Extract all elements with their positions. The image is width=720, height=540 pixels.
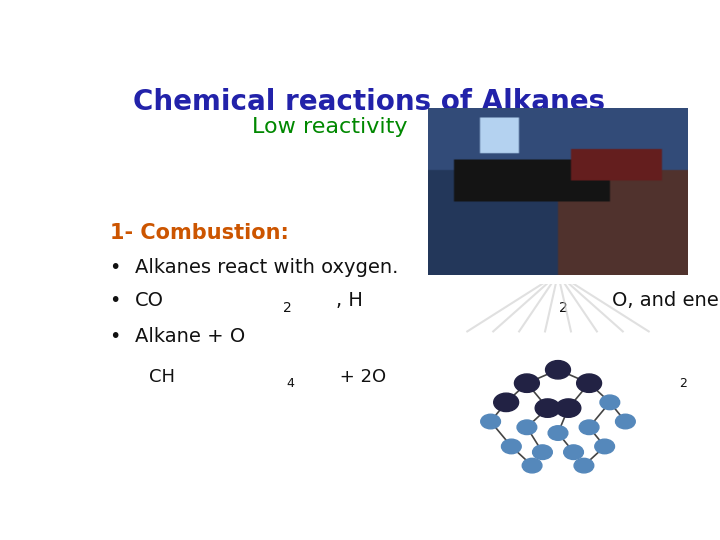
Circle shape (535, 399, 560, 417)
Text: Alkane + O: Alkane + O (135, 327, 245, 346)
Circle shape (533, 445, 552, 460)
Circle shape (574, 458, 594, 473)
Text: 4: 4 (287, 377, 294, 390)
Text: 2: 2 (679, 377, 687, 390)
Circle shape (616, 414, 635, 429)
Circle shape (515, 374, 539, 393)
Text: •: • (109, 258, 121, 277)
Text: Chemical reactions of Alkanes: Chemical reactions of Alkanes (133, 87, 605, 116)
Circle shape (546, 361, 570, 379)
Text: •: • (109, 292, 121, 310)
Circle shape (494, 393, 518, 411)
Text: 2: 2 (283, 301, 292, 315)
Circle shape (595, 439, 614, 454)
Text: Low reactivity: Low reactivity (252, 117, 408, 137)
Circle shape (564, 445, 583, 460)
Circle shape (556, 399, 581, 417)
Text: Alkanes react with oxygen.: Alkanes react with oxygen. (135, 258, 398, 277)
Text: 1- Combustion:: 1- Combustion: (109, 223, 289, 243)
Circle shape (517, 420, 536, 435)
Text: 2: 2 (559, 301, 567, 315)
Circle shape (481, 414, 500, 429)
Text: + 2O: + 2O (334, 368, 386, 386)
Text: CO: CO (135, 292, 163, 310)
Text: O, and energy are produced.: O, and energy are produced. (612, 292, 720, 310)
Text: , H: , H (336, 292, 363, 310)
Circle shape (502, 439, 521, 454)
Circle shape (580, 420, 599, 435)
Circle shape (577, 374, 601, 393)
Circle shape (522, 458, 542, 473)
Text: CH: CH (148, 368, 174, 386)
Circle shape (548, 426, 568, 440)
Text: •: • (109, 327, 121, 346)
Circle shape (600, 395, 620, 410)
